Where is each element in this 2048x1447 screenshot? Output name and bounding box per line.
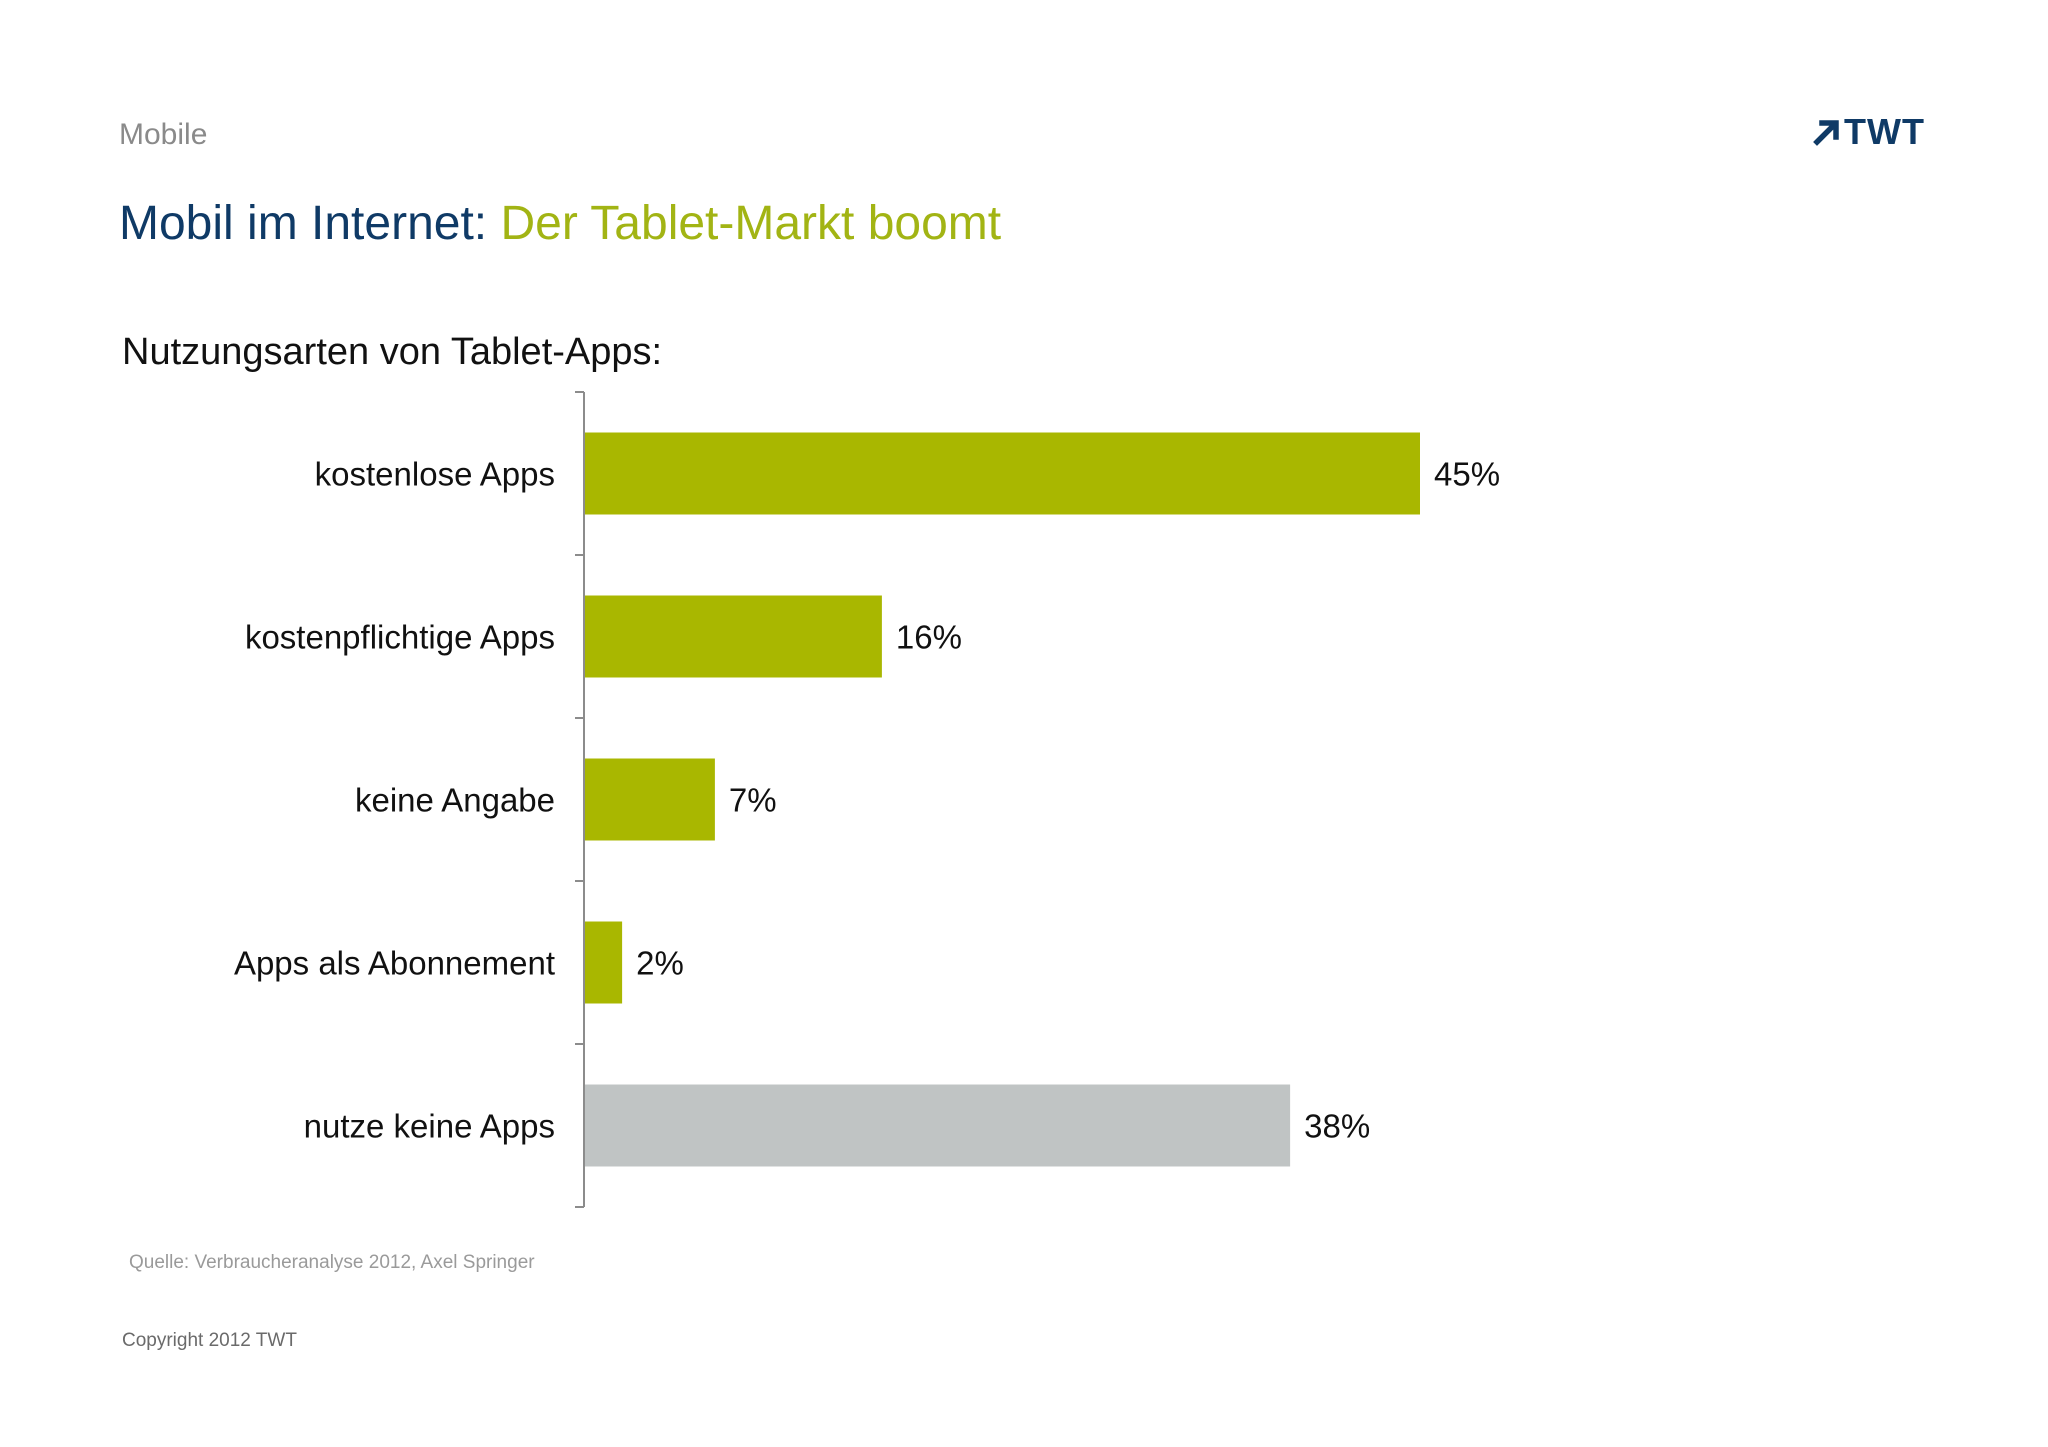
logo-text: TWT bbox=[1844, 111, 1925, 152]
data-label: 45% bbox=[1434, 456, 1500, 493]
bar bbox=[585, 921, 623, 1004]
category-label: kostenpflichtige Apps bbox=[245, 619, 555, 656]
section-label: Mobile bbox=[119, 118, 208, 151]
source-note: Quelle: Verbraucheranalyse 2012, Axel Sp… bbox=[129, 1252, 535, 1273]
title-accent: Der Tablet-Markt boomt bbox=[500, 197, 1002, 250]
category-label: kostenlose Apps bbox=[315, 456, 555, 493]
bar bbox=[585, 758, 715, 841]
bar bbox=[585, 432, 1420, 515]
data-label: 2% bbox=[636, 945, 684, 982]
page-title: Mobil im Internet: Der Tablet-Markt boom… bbox=[119, 196, 1001, 251]
category-label: keine Angabe bbox=[355, 782, 555, 819]
arrow-up-right-icon bbox=[1812, 117, 1842, 147]
bar bbox=[585, 1084, 1291, 1167]
title-main: Mobil im Internet: bbox=[119, 197, 488, 250]
twt-logo: TWT bbox=[1812, 111, 1925, 153]
chart-title: Nutzungsarten von Tablet-Apps: bbox=[122, 331, 663, 373]
category-label: nutze keine Apps bbox=[304, 1108, 555, 1145]
bar bbox=[585, 595, 882, 678]
data-label: 16% bbox=[896, 619, 962, 656]
bar-chart: kostenlose Apps 45% kostenpflichtige Apps 1… bbox=[234, 391, 1500, 1208]
data-label: 38% bbox=[1304, 1108, 1370, 1145]
category-label: Apps als Abonnement bbox=[234, 945, 555, 982]
copyright: Copyright 2012 TWT bbox=[122, 1330, 297, 1351]
data-label: 7% bbox=[729, 782, 777, 819]
